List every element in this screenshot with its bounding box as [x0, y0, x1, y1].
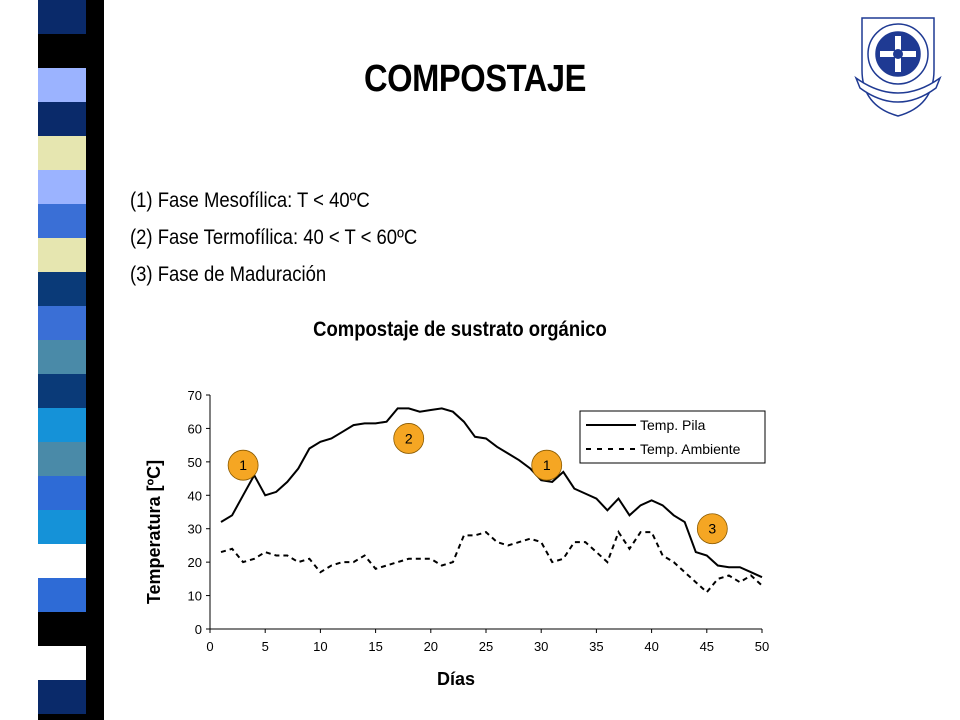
x-tick-label: 45: [700, 639, 714, 654]
phase-list: (1) Fase Mesofílica: T < 40ºC (2) Fase T…: [130, 182, 456, 293]
stripe-band: [38, 714, 86, 720]
x-tick-label: 20: [424, 639, 438, 654]
stripe-band: [38, 442, 86, 476]
stripe-band: [38, 272, 86, 306]
stripe-band: [38, 680, 86, 714]
stripe-band: [38, 510, 86, 544]
stripe-band: [38, 612, 86, 646]
x-tick-label: 50: [755, 639, 769, 654]
logo-outer-ring: [867, 23, 929, 85]
x-tick-label: 25: [479, 639, 493, 654]
legend-box: [579, 410, 766, 464]
phase-marker-label: 1: [543, 457, 551, 473]
decorative-stripe: [38, 0, 104, 720]
x-tick-label: 0: [206, 639, 213, 654]
y-tick-label: 40: [188, 488, 202, 503]
stripe-band: [38, 340, 86, 374]
y-tick-label: 20: [188, 555, 202, 570]
logo-banner: [854, 75, 942, 103]
phase-item-maduracion: (3) Fase de Maduración: [130, 263, 327, 286]
phase-marker: [227, 449, 259, 481]
series-line-temp-ambiente: [220, 529, 763, 594]
y-tick-label: 70: [188, 388, 202, 403]
stripe-band: [38, 238, 86, 272]
y-tick-label: 30: [188, 522, 202, 537]
phase-marker-label: 3: [708, 521, 716, 537]
chart-title: Compostaje de sustrato orgánico: [313, 318, 607, 341]
stripe-band: [38, 204, 86, 238]
y-axis-label: Temperatura [ºC]: [144, 460, 164, 604]
stripe-band: [38, 170, 86, 204]
y-tick-label: 50: [188, 455, 202, 470]
stripe-band: [38, 306, 86, 340]
phase-item-mesofilica: (1) Fase Mesofílica: T < 40ºC: [130, 189, 370, 212]
phase-marker: [393, 423, 425, 454]
stripe-band: [38, 68, 86, 102]
x-tick-label: 30: [534, 639, 548, 654]
legend-label: Temp. Ambiente: [640, 441, 741, 457]
slide-title: COMPOSTAJE: [363, 58, 587, 100]
x-tick-label: 10: [313, 639, 327, 654]
x-axis-label: Días: [437, 669, 475, 689]
phase-marker: [531, 449, 563, 481]
temperature-line-chart: 0 10 20 30 40 50 60 70 0 5 10 15 20 25 30 35 40 45 50 Días T…: [144, 388, 769, 689]
stripe-band: [38, 408, 86, 442]
stripe-band: [38, 136, 86, 170]
phase-marker-label: 1: [239, 457, 247, 473]
stripe-band: [38, 374, 86, 408]
stripe-band: [38, 646, 86, 680]
x-tick-label: 35: [589, 639, 603, 654]
stripe-band: [38, 544, 86, 578]
x-tick-label: 15: [368, 639, 382, 654]
x-tick-label: 5: [262, 639, 269, 654]
phase-marker-label: 2: [405, 430, 413, 446]
x-tick-label: 40: [644, 639, 658, 654]
y-tick-label: 0: [195, 622, 202, 637]
phase-item-termofilica: (2) Fase Termofílica: 40 < T < 60ºC: [130, 226, 418, 249]
stripe-band: [38, 34, 86, 68]
series-line-temp-pila: [220, 407, 763, 579]
stripe-shadow: [86, 0, 104, 720]
y-tick-label: 60: [188, 421, 202, 436]
stripe-band: [38, 102, 86, 136]
stripe-band: [38, 0, 86, 34]
y-tick-label: 10: [188, 589, 202, 604]
legend-label: Temp. Pila: [640, 417, 706, 433]
stripe-band: [38, 476, 86, 510]
phase-marker: [696, 513, 728, 545]
stripe-band: [38, 578, 86, 612]
university-logo: [854, 17, 942, 117]
